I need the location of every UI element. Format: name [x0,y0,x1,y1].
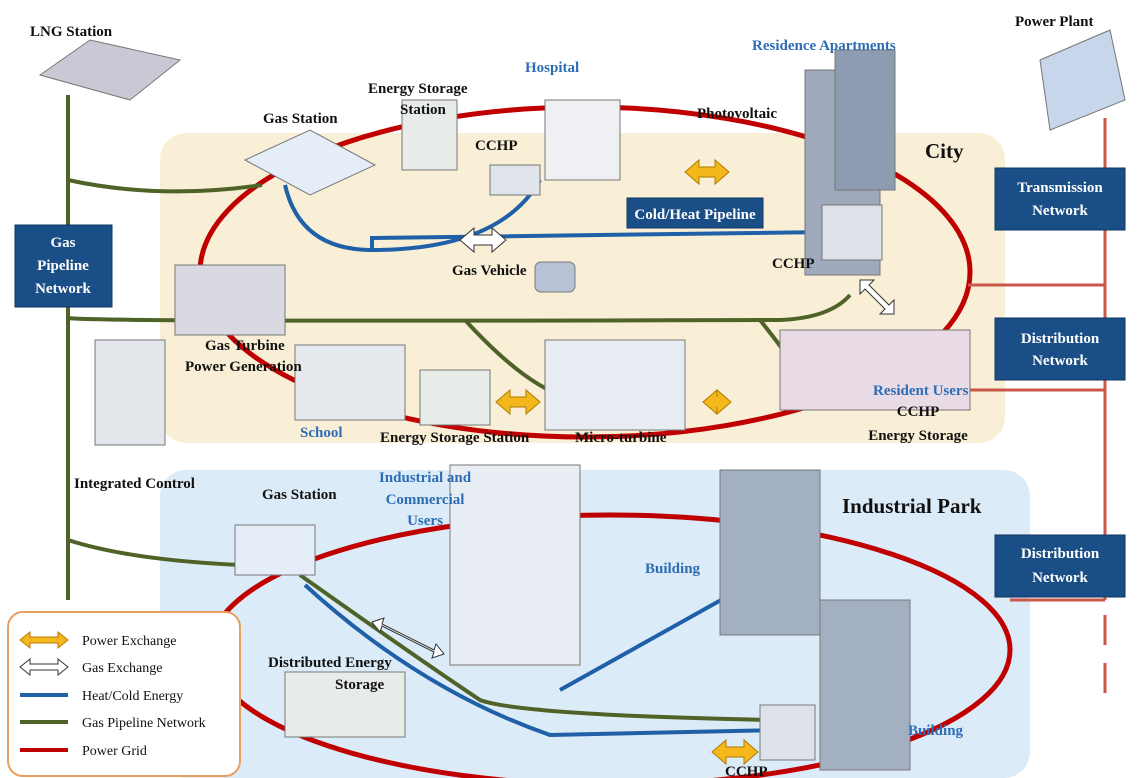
label: Building [645,561,701,577]
buildings-part [95,340,165,445]
box-label: Gas [50,235,75,251]
label: Micro-turbine [575,430,667,446]
buildings-part [822,205,882,260]
label: Gas Turbine [205,338,285,354]
buildings-part [835,50,895,190]
label: Users [407,513,443,529]
buildings-part [1040,30,1125,130]
energy-diagram: LNG Station Power Plant Residence Apartm… [0,0,1140,778]
network-boxes-part [995,168,1125,230]
label: City [925,139,964,163]
box-label: Transmission [1017,180,1103,196]
label: Commercial [386,492,465,508]
buildings-part [235,525,315,575]
legend-label: Heat/Cold Energy [82,689,183,704]
buildings-part [450,465,580,665]
box-label: Distribution [1021,331,1100,347]
box-label: Network [1032,570,1088,586]
box-label: Network [1032,203,1088,219]
label: Power Plant [1015,14,1093,30]
buildings-part [40,40,180,100]
legend: Power Exchange Gas Exchange Heat/Cold En… [8,612,240,776]
legend-label: Power Grid [82,744,147,759]
label: Industrial and [379,470,472,486]
label: LNG Station [30,24,113,40]
buildings-part [545,340,685,430]
label: Power Generation [185,359,302,375]
label: Photovoltaic [697,106,777,122]
label: Residence Apartments [752,38,896,54]
network-boxes-part [995,318,1125,380]
box-label: Network [35,281,91,297]
label: Storage [335,677,384,693]
label: Distributed Energy [268,655,392,671]
label: CCHP [772,256,815,272]
label: Hospital [525,60,579,76]
label: Energy Storage [368,81,468,97]
legend-label: Gas Pipeline Network [82,716,206,731]
buildings-part [175,265,285,335]
label: Energy Storage [868,428,968,444]
label: CCHP [897,404,940,420]
legend-label: Power Exchange [82,634,176,649]
label: Integrated Control [74,476,195,492]
box-label: Cold/Heat Pipeline [634,207,756,223]
buildings-part [420,370,490,425]
network-boxes-part [995,535,1125,597]
buildings-part [295,345,405,420]
box-label: Distribution [1021,546,1100,562]
label: Gas Vehicle [452,263,527,279]
label: Industrial Park [842,494,982,518]
buildings-part [545,100,620,180]
label: Station [400,102,447,118]
buildings-part [535,262,575,292]
label: CCHP [475,138,518,154]
label: School [300,425,343,441]
label: Resident Users [873,383,969,399]
legend-label: Gas Exchange [82,661,162,676]
label: Building [908,723,964,739]
label: CCHP [725,764,768,778]
buildings-part [720,470,820,635]
buildings-part [490,165,540,195]
label: Gas Station [263,111,338,127]
label: Energy Storage Station [380,430,530,446]
label: Gas Station [262,487,337,503]
buildings-part [760,705,815,760]
buildings-part [820,600,910,770]
box-label: Pipeline [37,258,89,274]
box-label: Network [1032,353,1088,369]
